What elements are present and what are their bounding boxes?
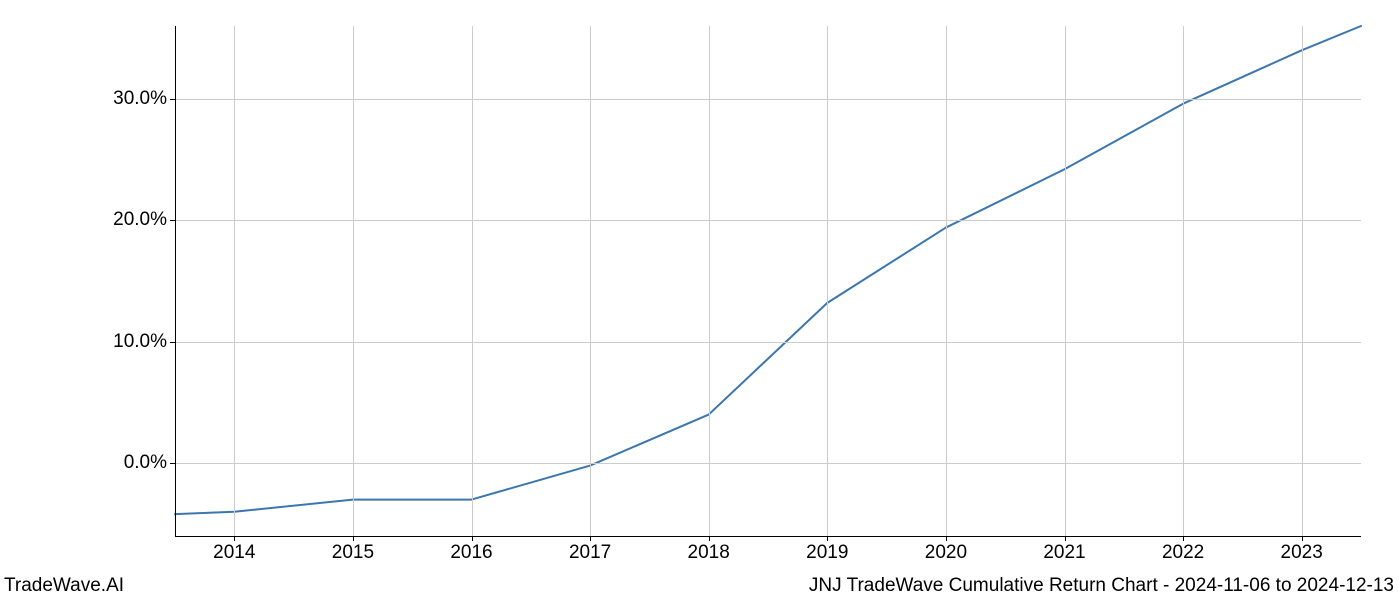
- plot-area: 0.0%10.0%20.0%30.0%201420152016201720182…: [175, 26, 1361, 536]
- y-tick-label: 10.0%: [113, 331, 175, 353]
- grid-line-vertical: [1183, 26, 1184, 536]
- grid-line-vertical: [353, 26, 354, 536]
- y-axis-line: [175, 26, 176, 536]
- grid-line-vertical: [234, 26, 235, 536]
- grid-line-vertical: [946, 26, 947, 536]
- grid-line-vertical: [1065, 26, 1066, 536]
- y-tick-label: 20.0%: [113, 209, 175, 231]
- footer-right-label: JNJ TradeWave Cumulative Return Chart - …: [809, 575, 1394, 597]
- grid-line-vertical: [590, 26, 591, 536]
- grid-line-vertical: [709, 26, 710, 536]
- y-tick-label: 0.0%: [124, 452, 175, 474]
- grid-line-vertical: [472, 26, 473, 536]
- grid-line-vertical: [827, 26, 828, 536]
- x-axis-line: [175, 536, 1361, 537]
- grid-line-vertical: [1302, 26, 1303, 536]
- footer-left-label: TradeWave.AI: [4, 575, 124, 597]
- chart-container: 0.0%10.0%20.0%30.0%201420152016201720182…: [0, 0, 1400, 600]
- y-tick-label: 30.0%: [113, 88, 175, 110]
